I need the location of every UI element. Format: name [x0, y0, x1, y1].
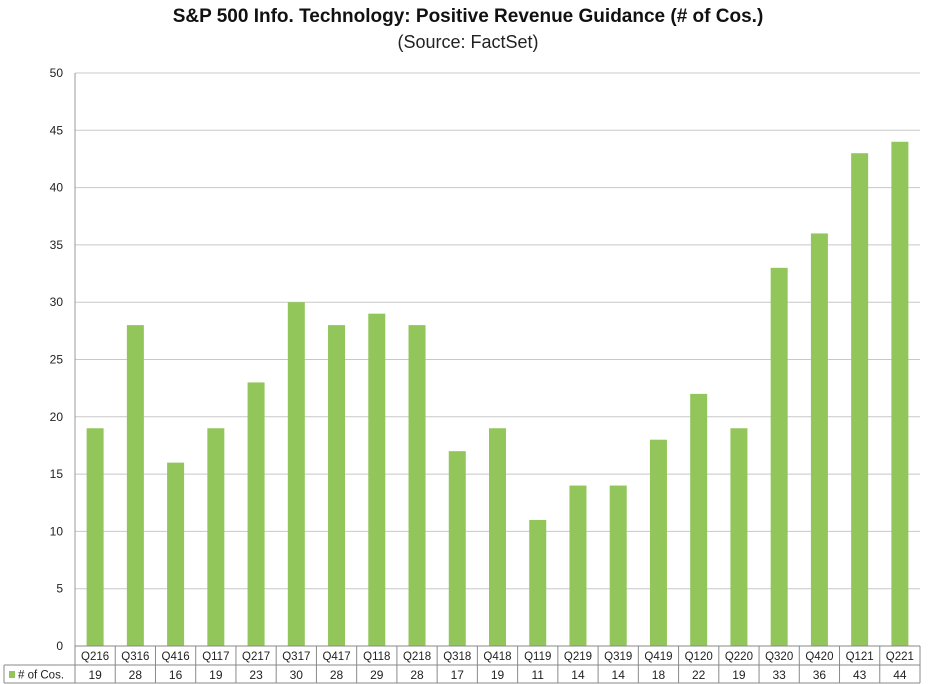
bar-q319 [609, 485, 627, 646]
y-tick-label: 25 [50, 353, 64, 367]
bar-q418 [489, 428, 506, 646]
bar-q118 [368, 313, 386, 646]
data-label: 19 [88, 668, 102, 682]
x-tick-label: Q121 [846, 651, 874, 663]
bar-q218 [408, 325, 426, 646]
legend-swatch [9, 671, 15, 678]
bar-q221 [891, 141, 909, 646]
data-label: 33 [772, 668, 786, 682]
x-tick-label: Q117 [202, 651, 229, 663]
bar-q216 [86, 428, 104, 646]
x-tick-label: Q316 [121, 651, 149, 663]
x-tick-label: Q319 [604, 651, 632, 663]
y-tick-label: 0 [56, 639, 63, 653]
y-tick-label: 15 [50, 467, 64, 481]
x-tick-label: Q418 [483, 651, 511, 663]
x-tick-label: Q318 [443, 651, 471, 663]
data-label: 17 [451, 668, 465, 682]
y-tick-label: 40 [50, 181, 64, 195]
y-tick-label: 50 [50, 66, 64, 80]
x-tick-label: Q220 [725, 651, 753, 663]
data-label: 43 [853, 668, 867, 682]
y-tick-label: 5 [56, 582, 63, 596]
x-tick-label: Q317 [282, 651, 310, 663]
x-tick-label: Q118 [363, 651, 390, 663]
x-tick-label: Q320 [765, 651, 793, 663]
y-tick-label: 10 [50, 524, 64, 538]
bar-q317 [287, 302, 305, 646]
data-label: 30 [290, 668, 304, 682]
data-label: 36 [813, 668, 827, 682]
chart-title: S&P 500 Info. Technology: Positive Reven… [172, 6, 764, 27]
data-label: 23 [249, 668, 263, 682]
x-tick-label: Q417 [322, 651, 350, 663]
data-label: 29 [370, 668, 384, 682]
y-tick-label: 45 [50, 123, 64, 137]
y-tick-label: 20 [50, 410, 64, 424]
x-tick-label: Q420 [805, 651, 833, 663]
legend-label: # of Cos. [18, 670, 64, 682]
bar-q121 [851, 153, 869, 646]
bar-q120 [690, 393, 708, 646]
data-label: 28 [410, 668, 424, 682]
x-tick-label: Q120 [685, 651, 713, 663]
bar-q417 [328, 325, 346, 646]
bar-q420 [810, 233, 828, 646]
x-tick-label: Q221 [886, 651, 914, 663]
bar-q220 [730, 428, 748, 646]
bar-q419 [649, 439, 667, 646]
x-tick-label: Q119 [524, 651, 551, 663]
data-label: 44 [893, 668, 907, 682]
data-label: 14 [571, 668, 585, 682]
x-tick-label: Q219 [564, 651, 592, 663]
x-tick-label: Q216 [81, 651, 109, 663]
chart-subtitle: (Source: FactSet) [397, 32, 539, 52]
data-label: 16 [169, 668, 183, 682]
y-tick-label: 30 [50, 295, 64, 309]
x-tick-label: Q218 [403, 651, 431, 663]
x-tick-label: Q217 [242, 651, 270, 663]
data-label: 14 [612, 668, 626, 682]
bar-q316 [126, 325, 144, 646]
bar-q117 [207, 428, 225, 646]
bar-q217 [247, 382, 265, 646]
data-label: 22 [692, 668, 706, 682]
data-label: 28 [129, 668, 143, 682]
data-label: 19 [491, 668, 505, 682]
x-tick-label: Q419 [644, 651, 672, 663]
x-tick-label: Q416 [162, 651, 190, 663]
bar-q219 [569, 485, 587, 646]
data-label: 19 [732, 668, 746, 682]
bar-q318 [448, 451, 466, 646]
y-tick-label: 35 [50, 238, 64, 252]
bars [86, 141, 909, 646]
bar-q416 [167, 462, 185, 646]
data-table: Q216 19 Q316 28 Q416 16 Q117 19 Q217 23 Q317 30 Q417… [3, 645, 921, 684]
data-label: 28 [330, 668, 344, 682]
data-label: 19 [209, 668, 223, 682]
data-label: 11 [532, 668, 545, 682]
data-label: 18 [652, 668, 666, 682]
y-axis: 0 5 10 15 20 25 30 35 40 45 50 [50, 66, 76, 653]
bar-q320 [770, 267, 788, 646]
bar-q119 [529, 519, 547, 646]
